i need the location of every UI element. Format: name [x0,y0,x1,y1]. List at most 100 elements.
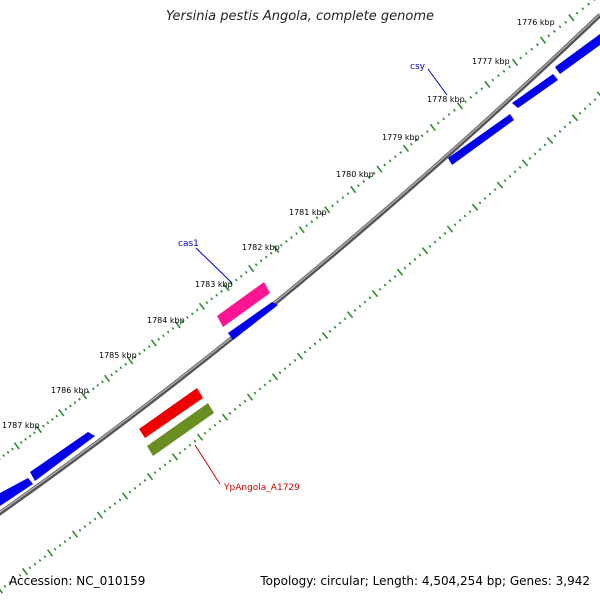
minor-tick [447,113,451,116]
major-tick [571,114,579,122]
minor-tick [208,427,212,431]
minor-tick [533,152,537,156]
outer-tick-track [0,0,596,460]
minor-tick [428,244,432,248]
minor-tick [415,138,419,142]
major-tick [0,588,4,594]
major-tick [484,80,491,88]
minor-tick [315,216,319,220]
major-tick [174,321,181,329]
minor-tick [393,275,397,278]
minor-tick [264,255,268,259]
minor-tick [234,278,238,282]
kbp-tick-label: 1777 kbp [472,57,510,66]
minor-tick [119,366,123,370]
major-tick [596,91,600,97]
minor-tick [320,212,324,216]
major-tick [511,58,519,67]
gene-arrow[interactable] [228,302,278,340]
minor-tick [399,151,403,154]
minor-tick [50,418,54,421]
minor-tick [313,342,317,346]
minor-tick [33,431,36,435]
minor-tick [133,355,137,359]
gene-arrow[interactable] [512,74,558,108]
minor-tick [87,390,90,394]
minor-tick [502,69,506,73]
minor-tick [480,87,484,91]
minor-tick [464,100,467,104]
minor-tick [458,218,462,222]
minor-tick [78,528,82,532]
minor-tick [178,451,182,455]
major-tick [346,311,354,319]
accession-label: Accession: NC_010159 [9,574,146,588]
major-tick [350,185,357,194]
minor-tick [463,214,467,218]
minor-tick [552,29,556,33]
major-tick [568,14,575,22]
minor-tick [158,467,162,471]
minor-tick [583,107,587,111]
minor-tick [341,196,345,200]
minor-tick [443,231,447,235]
minor-tick [171,327,175,330]
minor-tick [218,419,222,423]
minor-tick [436,121,440,125]
kbp-tick-label: 1778 kbp [427,95,465,104]
gene-arrow[interactable] [448,114,514,165]
minor-tick [183,447,187,451]
minor-tick [581,7,585,11]
major-tick [296,352,304,360]
minor-tick [388,279,392,283]
minor-tick [64,407,68,411]
major-tick [446,225,454,233]
minor-tick [578,111,582,115]
gene-arrow[interactable] [0,478,33,506]
gene-ypangola-a1729[interactable] [147,403,214,456]
kbp-label-group: 1776 kbp 1777 kbp 1778 kbp 1779 kbp 1780 kbp… [2,18,555,430]
gene-cas1[interactable] [217,282,270,327]
gene-arrow[interactable] [555,34,600,74]
minor-tick [103,509,107,513]
genome-summary: Topology: circular; Length: 4,504,254 bp… [260,574,590,588]
major-tick [546,136,554,144]
genome-backbone [0,13,600,516]
minor-tick [38,559,42,562]
minor-tick [305,224,309,228]
major-tick [421,247,429,255]
minor-tick [133,486,137,490]
minor-tick [508,174,512,178]
minor-tick [195,308,199,312]
minor-tick [558,129,562,133]
minor-tick [538,148,542,151]
major-tick [324,206,331,214]
minor-tick [166,330,170,334]
major-tick [271,373,279,381]
minor-tick [593,0,596,1]
major-tick [429,123,436,131]
minor-tick [73,401,77,404]
minor-tick [442,117,446,121]
minor-tick [220,289,223,293]
minor-tick [468,210,472,214]
major-tick [171,453,179,461]
minor-tick [78,397,81,401]
major-tick [127,357,134,365]
minor-tick [18,573,22,577]
minor-tick [215,293,218,297]
minor-tick [58,544,62,547]
minor-tick [383,283,387,287]
major-tick [402,144,410,152]
major-tick [221,413,229,421]
minor-tick [318,338,322,342]
minor-tick [203,431,207,435]
gene-red[interactable] [139,388,203,438]
major-tick [146,472,154,481]
minor-tick [279,243,283,247]
minor-tick [128,490,132,494]
gene-arrow[interactable] [30,432,95,481]
major-tick [396,268,404,276]
major-tick [35,425,42,434]
minor-tick [593,98,597,102]
